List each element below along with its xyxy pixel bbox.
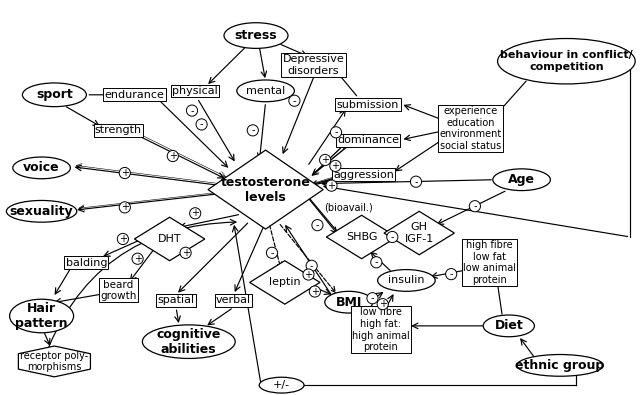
Text: +: + bbox=[121, 168, 129, 178]
Ellipse shape bbox=[493, 169, 550, 191]
Text: high fibre
low fat
low animal
protein: high fibre low fat low animal protein bbox=[463, 240, 516, 285]
Text: cognitive
abilities: cognitive abilities bbox=[157, 328, 221, 356]
Ellipse shape bbox=[483, 315, 534, 337]
Text: ethnic group: ethnic group bbox=[515, 359, 605, 372]
Ellipse shape bbox=[22, 83, 86, 107]
Text: behaviour in conflict/
competition: behaviour in conflict/ competition bbox=[500, 51, 633, 72]
Text: leptin: leptin bbox=[269, 277, 301, 288]
Polygon shape bbox=[134, 217, 205, 261]
Polygon shape bbox=[326, 215, 397, 259]
Text: GH
IGF-1: GH IGF-1 bbox=[404, 222, 434, 244]
Text: DHT: DHT bbox=[158, 234, 181, 244]
Text: -: - bbox=[374, 257, 378, 267]
Text: receptor poly-
morphisms: receptor poly- morphisms bbox=[20, 351, 88, 372]
Text: aggression: aggression bbox=[333, 169, 394, 180]
Text: dominance: dominance bbox=[337, 135, 399, 145]
Text: mental: mental bbox=[246, 86, 285, 96]
Text: experience
education
environment
social status: experience education environment social … bbox=[439, 106, 502, 151]
Text: voice: voice bbox=[23, 162, 60, 174]
Text: -: - bbox=[390, 232, 394, 242]
Polygon shape bbox=[250, 261, 320, 304]
Ellipse shape bbox=[259, 377, 304, 393]
Text: verbal: verbal bbox=[216, 295, 251, 305]
Text: -: - bbox=[190, 105, 194, 116]
Text: +: + bbox=[332, 161, 339, 171]
Text: +: + bbox=[305, 269, 312, 280]
Text: +: + bbox=[169, 151, 177, 161]
Text: +: + bbox=[119, 234, 127, 244]
Ellipse shape bbox=[142, 325, 236, 359]
Text: +: + bbox=[191, 208, 199, 218]
Text: -: - bbox=[334, 127, 338, 137]
Text: strength: strength bbox=[95, 125, 142, 135]
Text: +: + bbox=[121, 202, 129, 213]
Text: +: + bbox=[311, 286, 319, 297]
Text: BMI: BMI bbox=[335, 296, 362, 308]
Text: +/-: +/- bbox=[273, 380, 290, 390]
Ellipse shape bbox=[13, 157, 70, 179]
Text: insulin: insulin bbox=[388, 275, 425, 286]
Text: Age: Age bbox=[508, 173, 535, 186]
Polygon shape bbox=[384, 211, 454, 255]
Ellipse shape bbox=[517, 355, 604, 376]
Text: -: - bbox=[292, 96, 296, 106]
Ellipse shape bbox=[378, 269, 435, 292]
Text: +: + bbox=[379, 299, 387, 309]
Text: Diet: Diet bbox=[495, 320, 523, 332]
Text: endurance: endurance bbox=[104, 90, 164, 100]
Text: low fibre
high fat:
high animal
protein: low fibre high fat: high animal protein bbox=[352, 307, 410, 352]
Text: balding: balding bbox=[66, 258, 107, 268]
Ellipse shape bbox=[224, 23, 288, 48]
Text: SHBG: SHBG bbox=[346, 232, 378, 242]
Text: -: - bbox=[473, 201, 477, 211]
Polygon shape bbox=[208, 150, 323, 229]
Text: beard
growth: beard growth bbox=[100, 280, 136, 301]
Text: stress: stress bbox=[235, 29, 277, 42]
Text: physical: physical bbox=[172, 86, 218, 96]
Ellipse shape bbox=[237, 80, 294, 102]
Text: +: + bbox=[328, 181, 335, 191]
Text: spatial: spatial bbox=[157, 295, 195, 305]
Text: -: - bbox=[316, 220, 319, 230]
Text: submission: submission bbox=[337, 100, 399, 110]
Ellipse shape bbox=[497, 39, 635, 84]
Text: +: + bbox=[321, 155, 329, 165]
Ellipse shape bbox=[10, 299, 74, 333]
Text: -: - bbox=[310, 261, 314, 271]
Text: -: - bbox=[270, 248, 274, 258]
Text: -: - bbox=[251, 125, 255, 135]
Text: sexuality: sexuality bbox=[10, 205, 74, 218]
Text: +: + bbox=[182, 248, 189, 258]
Ellipse shape bbox=[6, 200, 77, 222]
Text: Depressive
disorders: Depressive disorders bbox=[283, 55, 344, 76]
Text: -: - bbox=[414, 177, 418, 187]
Ellipse shape bbox=[324, 292, 372, 313]
Text: +: + bbox=[134, 254, 141, 264]
Text: sport: sport bbox=[36, 88, 73, 101]
Text: (bioavail.): (bioavail.) bbox=[324, 202, 373, 213]
Text: -: - bbox=[371, 293, 374, 303]
Text: -: - bbox=[449, 269, 453, 279]
Text: -: - bbox=[200, 119, 204, 130]
Text: Hair
pattern: Hair pattern bbox=[15, 302, 68, 330]
Polygon shape bbox=[19, 346, 90, 377]
Text: testosterone
levels: testosterone levels bbox=[221, 176, 310, 203]
